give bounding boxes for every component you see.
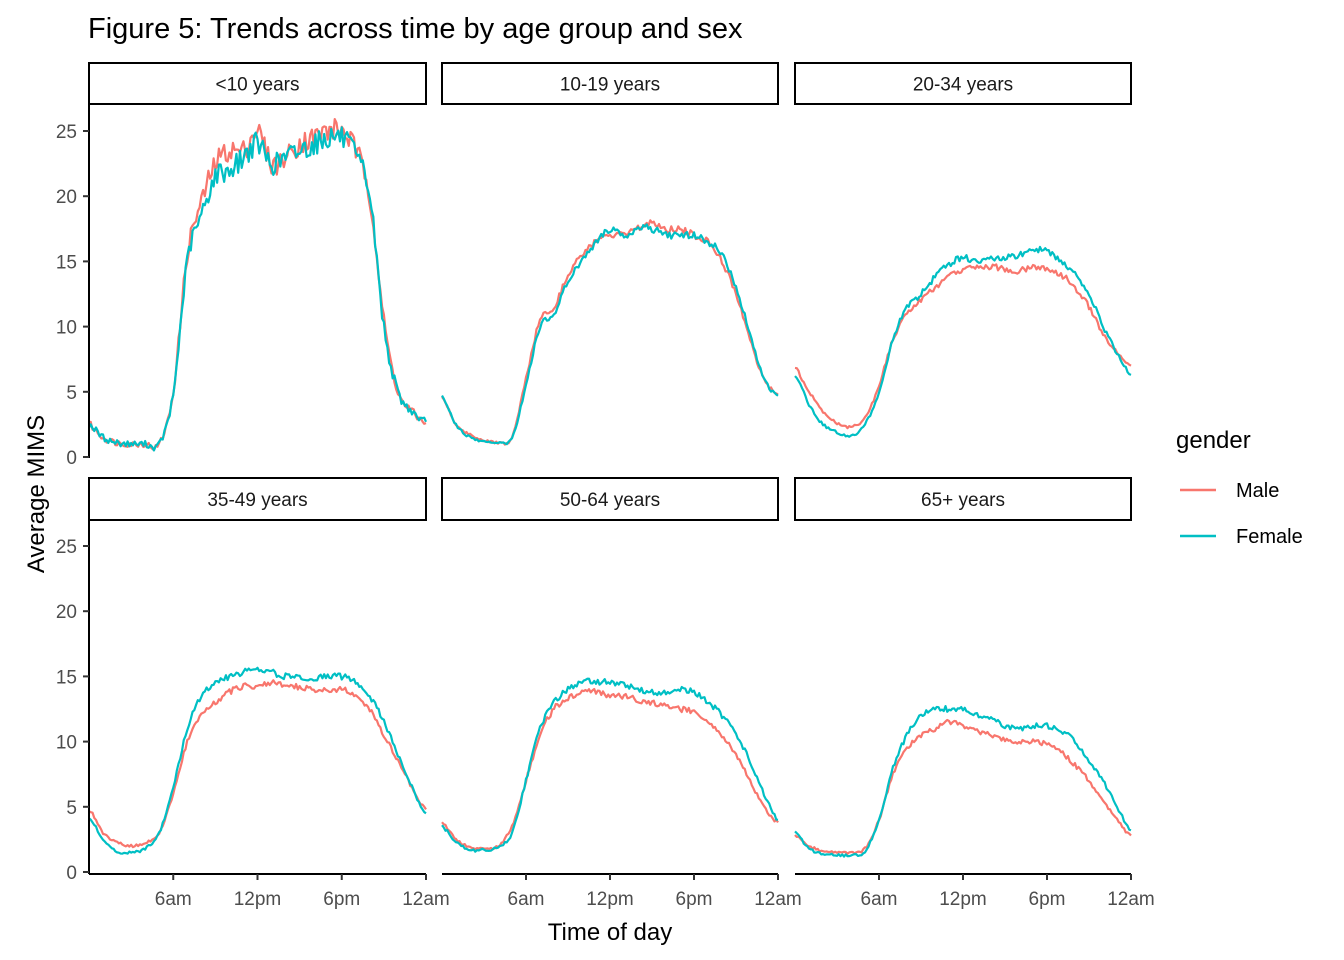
y-tick-label: 15 bbox=[56, 252, 77, 273]
series-line-female bbox=[88, 126, 428, 452]
facet-strip bbox=[794, 62, 1132, 105]
y-tick-label: 20 bbox=[56, 187, 77, 208]
series-line-male bbox=[794, 718, 1132, 855]
facet-strip bbox=[88, 477, 427, 521]
x-tick-label: 6am bbox=[508, 889, 545, 910]
x-tick-label: 12pm bbox=[234, 889, 282, 910]
facet-strip-label: 50-64 years bbox=[560, 490, 660, 511]
legend-label-female: Female bbox=[1236, 526, 1303, 548]
series-line-male bbox=[88, 679, 427, 849]
y-tick-label: 25 bbox=[56, 537, 77, 558]
series-line-female bbox=[88, 666, 427, 855]
facet-strip bbox=[794, 477, 1132, 521]
series-line-female bbox=[794, 245, 1132, 438]
facet-strip bbox=[88, 62, 427, 105]
legend-title: gender bbox=[1176, 427, 1251, 454]
x-tick-label: 6pm bbox=[676, 889, 713, 910]
series-line-female bbox=[441, 223, 779, 446]
x-tick-label: 12am bbox=[1107, 889, 1155, 910]
y-tick-label: 20 bbox=[56, 602, 77, 623]
x-tick-label: 6pm bbox=[323, 889, 360, 910]
x-tick-label: 12am bbox=[402, 889, 450, 910]
facet-strip bbox=[441, 477, 779, 521]
facet-panels: <10 years 0 5 10 15 20 25 10-19 years 20-34 year… bbox=[56, 62, 1155, 910]
y-tick-label: 5 bbox=[66, 798, 77, 819]
x-tick-label: 6am bbox=[155, 889, 192, 910]
y-tick-label: 5 bbox=[66, 383, 77, 404]
y-tick-label: 0 bbox=[66, 448, 77, 469]
x-tick-label: 12pm bbox=[586, 889, 634, 910]
facet-strip-label: 20-34 years bbox=[913, 75, 1013, 96]
facet-strip bbox=[441, 62, 779, 105]
x-tick-label: 6am bbox=[861, 889, 898, 910]
legend-label-male: Male bbox=[1236, 480, 1279, 502]
series-line-male bbox=[441, 687, 779, 851]
x-tick-label: 12am bbox=[754, 889, 802, 910]
legend: gender Male Female bbox=[1176, 427, 1303, 548]
chart-title: Figure 5: Trends across time by age grou… bbox=[88, 13, 743, 45]
facet-strip-label: 65+ years bbox=[921, 490, 1005, 511]
series-line-male bbox=[441, 219, 779, 446]
series-line-male bbox=[87, 118, 427, 452]
series-line-male bbox=[794, 263, 1132, 430]
facet-strip-label: 10-19 years bbox=[560, 75, 660, 96]
y-tick-label: 0 bbox=[66, 863, 77, 884]
y-tick-label: 25 bbox=[56, 122, 77, 143]
facet-strip-label: 35-49 years bbox=[207, 490, 307, 511]
facet-strip-label: <10 years bbox=[216, 75, 300, 96]
series-line-female bbox=[794, 704, 1132, 858]
y-tick-label: 10 bbox=[56, 318, 77, 339]
x-axis-title: Time of day bbox=[548, 919, 673, 946]
y-tick-label: 10 bbox=[56, 733, 77, 754]
y-axis-title: Average MIMS bbox=[23, 415, 50, 573]
x-tick-label: 12pm bbox=[939, 889, 987, 910]
series-line-female bbox=[441, 677, 779, 853]
x-tick-label: 6pm bbox=[1029, 889, 1066, 910]
y-tick-label: 15 bbox=[56, 667, 77, 688]
